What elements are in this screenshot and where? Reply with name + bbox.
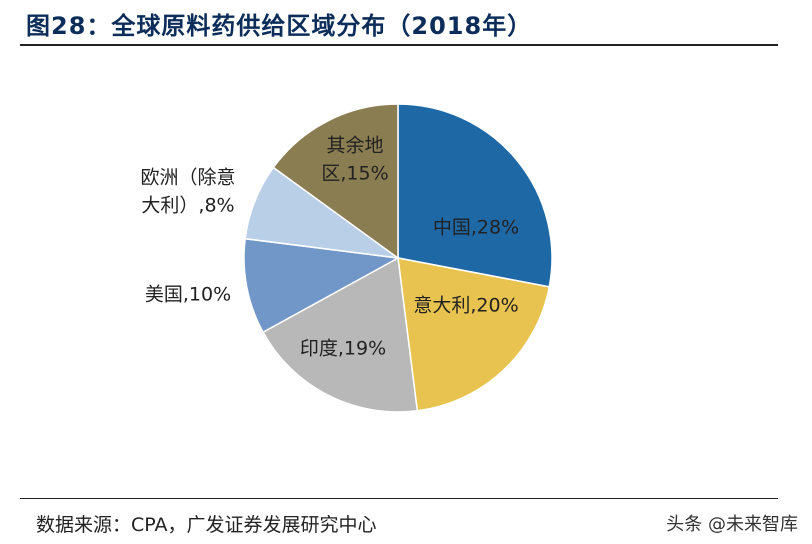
pie-slice-0 bbox=[397, 103, 553, 288]
pie-slices bbox=[243, 103, 553, 413]
pie-slice-1 bbox=[397, 257, 551, 412]
pie-slice-5 bbox=[272, 103, 399, 260]
slice-label-1-line-0: 意大利,20% bbox=[413, 295, 518, 317]
watermark: 头条 @未来智库 bbox=[666, 514, 798, 535]
slice-label-2-line-0: 印度,19% bbox=[300, 338, 386, 360]
slice-label-0-line-0: 中国,28% bbox=[433, 217, 519, 239]
page-title: 图28：全球原料药供给区域分布（2018年） bbox=[26, 12, 533, 40]
slice-label-4-line-0: 欧洲（除意 bbox=[140, 167, 235, 189]
title-divider bbox=[20, 44, 778, 46]
footer-divider bbox=[20, 498, 778, 499]
pie-slice-2 bbox=[262, 256, 419, 413]
slice-label-3-line-0: 美国,10% bbox=[145, 284, 231, 306]
pie-slice-3 bbox=[243, 237, 401, 334]
slice-label-4-line-1: 大利）,8% bbox=[141, 195, 234, 217]
slice-label-5-line-1: 区,15% bbox=[321, 163, 388, 185]
source-note: 数据来源：CPA，广发证券发展研究中心 bbox=[36, 514, 377, 536]
slice-label-5-line-0: 其余地 bbox=[326, 135, 383, 157]
